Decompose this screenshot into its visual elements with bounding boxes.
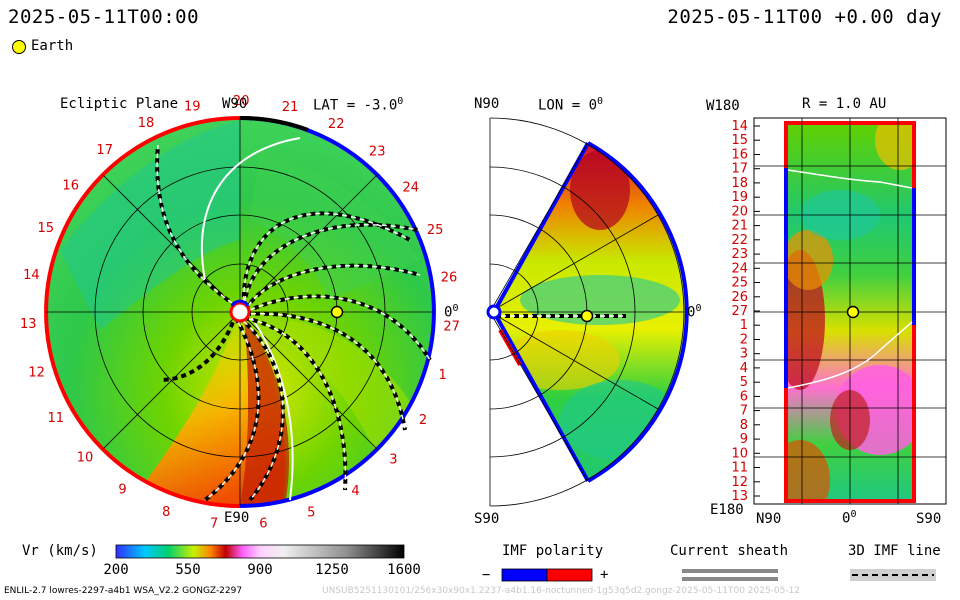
latlon-y-tick-label: 4 bbox=[740, 361, 748, 376]
earth-meridional-icon bbox=[580, 309, 594, 323]
carrington-tick-label: 13 bbox=[20, 317, 37, 332]
latlon-x-left: N90 bbox=[756, 511, 782, 527]
carrington-tick-label: 16 bbox=[62, 178, 79, 193]
carrington-tick-label: 27 bbox=[443, 320, 460, 335]
imf-minus-label: − bbox=[482, 567, 491, 583]
latlon-x-mid: 00 bbox=[842, 509, 857, 527]
carrington-tick-label: 15 bbox=[38, 221, 55, 236]
latlon-title: R = 1.0 AU bbox=[802, 96, 887, 112]
latlon-y-tick-label: 16 bbox=[731, 148, 748, 163]
latlon-y-tick-label: 5 bbox=[740, 375, 748, 390]
latlon-y-tick-label: 21 bbox=[731, 219, 748, 234]
carrington-tick-label: 22 bbox=[328, 117, 345, 132]
carrington-tick-label: 26 bbox=[441, 270, 458, 285]
earth-legend-label: Earth bbox=[31, 38, 74, 54]
carrington-ticks: 19 20 212223242526271234567891011121314151… bbox=[20, 94, 460, 532]
latlon-y-tick-label: 9 bbox=[740, 432, 748, 447]
colorbar-tick-label: 900 bbox=[247, 562, 273, 578]
meridional-panel bbox=[486, 117, 689, 507]
latlon-bottom-label: E180 bbox=[710, 502, 744, 518]
latlon-y-tick-label: 20 bbox=[731, 204, 748, 219]
carrington-tick-label: 18 bbox=[138, 116, 155, 131]
carrington-tick-label: 19 bbox=[184, 99, 201, 114]
earth-latlon-icon bbox=[846, 305, 860, 319]
earth-marker-icon bbox=[12, 40, 26, 54]
carrington-tick-label: 14 bbox=[23, 268, 40, 283]
carrington-tick-label: 3 bbox=[389, 452, 397, 467]
carrington-tick-label: 17 bbox=[96, 143, 113, 158]
latlon-y-tick-label: 22 bbox=[731, 233, 748, 248]
latlon-y-tick-label: 18 bbox=[731, 176, 748, 191]
carrington-tick-label: 4 bbox=[351, 484, 359, 499]
latlon-y-tick-label: 26 bbox=[731, 290, 748, 305]
carrington-tick-label: 20 bbox=[233, 94, 250, 109]
ecliptic-title: Ecliptic Plane bbox=[60, 96, 179, 112]
latlon-top-label: W180 bbox=[706, 98, 740, 114]
latlon-y-tick-label: 1 bbox=[740, 318, 748, 333]
colorbar-tick-label: 200 bbox=[103, 562, 129, 578]
latlon-x-right: S90 bbox=[916, 511, 942, 527]
carrington-tick-label: 25 bbox=[427, 223, 444, 238]
colorbar-tick-label: 1600 bbox=[387, 562, 421, 578]
meridional-title: LON = 00 bbox=[538, 96, 604, 114]
carrington-tick-label: 2 bbox=[419, 413, 427, 428]
latlon-y-tick-label: 15 bbox=[731, 133, 748, 148]
current-sheath-title: Current sheath bbox=[670, 543, 789, 559]
header-time-right: 2025-05-11T00 +0.00 day bbox=[667, 6, 942, 28]
ecliptic-right-label: 00 bbox=[444, 303, 459, 321]
carrington-tick-label: 21 bbox=[282, 100, 299, 115]
meridional-right-label: 00 bbox=[687, 303, 702, 321]
imf-polarity-title: IMF polarity bbox=[502, 543, 604, 559]
latlon-panel bbox=[753, 117, 947, 505]
imf-positive-swatch bbox=[546, 568, 593, 582]
latlon-y-tick-label: 8 bbox=[740, 418, 748, 433]
carrington-tick-label: 10 bbox=[77, 451, 94, 466]
current-sheath-swatch bbox=[682, 569, 778, 573]
latlon-y-tick-label: 19 bbox=[731, 190, 748, 205]
latlon-y-tick-label: 6 bbox=[740, 389, 748, 404]
header-time-left: 2025-05-11T00:00 bbox=[8, 6, 200, 28]
carrington-tick-label: 23 bbox=[369, 144, 386, 159]
latlon-y-tick-label: 2 bbox=[740, 333, 748, 348]
latlon-y-tick-label: 7 bbox=[740, 404, 748, 419]
meridional-top-label: N90 bbox=[474, 96, 500, 112]
latlon-y-tick-label: 25 bbox=[731, 276, 748, 291]
carrington-tick-label: 1 bbox=[439, 368, 447, 383]
earth-icon bbox=[330, 305, 344, 319]
latlon-y-ticks: 1415161718192021222324252627123456789101… bbox=[731, 119, 760, 504]
carrington-tick-label: 12 bbox=[28, 366, 45, 381]
latlon-y-tick-label: 13 bbox=[731, 489, 748, 504]
carrington-tick-label: 24 bbox=[403, 180, 420, 195]
latlon-y-tick-label: 3 bbox=[740, 347, 748, 362]
carrington-tick-label: 5 bbox=[307, 506, 315, 521]
latlon-y-tick-label: 14 bbox=[731, 119, 748, 134]
latlon-y-tick-label: 24 bbox=[731, 261, 748, 276]
footer-run-info: UNSUB5251130101/256x30x90x1.2237-a4b1.16… bbox=[322, 586, 801, 596]
latlon-y-tick-label: 23 bbox=[731, 247, 748, 262]
latlon-y-tick-label: 11 bbox=[731, 461, 748, 476]
carrington-tick-label: 9 bbox=[118, 482, 126, 497]
carrington-tick-label: 11 bbox=[48, 411, 65, 426]
imf-line-title: 3D IMF line bbox=[848, 543, 941, 559]
ecliptic-bottom-label: E90 bbox=[224, 510, 250, 526]
colorbar-tick-label: 1250 bbox=[315, 562, 349, 578]
colorbar-ticks: 200 550 900 1250 1600 bbox=[0, 562, 960, 582]
latlon-y-tick-label: 12 bbox=[731, 475, 748, 490]
meridional-bottom-label: S90 bbox=[474, 511, 500, 527]
colorbar-tick-label: 550 bbox=[175, 562, 201, 578]
colorbar-label: Vr (km/s) bbox=[22, 543, 98, 559]
carrington-tick-label: 6 bbox=[259, 517, 267, 532]
imf-plus-label: + bbox=[600, 567, 609, 583]
footer-model-info: ENLIL-2.7 lowres-2297-a4b1 WSA_V2.2 GONG… bbox=[4, 586, 243, 596]
carrington-tick-label: 7 bbox=[210, 516, 218, 531]
latlon-y-tick-label: 10 bbox=[731, 446, 748, 461]
carrington-tick-label: 8 bbox=[162, 505, 170, 520]
ecliptic-lat-label: LAT = -3.00 bbox=[313, 96, 404, 114]
latlon-y-tick-label: 27 bbox=[731, 304, 748, 319]
ecliptic-top-label: W90 bbox=[222, 96, 248, 112]
latlon-y-tick-label: 17 bbox=[731, 162, 748, 177]
vr-colorbar bbox=[115, 544, 405, 559]
ecliptic-panel bbox=[44, 115, 436, 508]
